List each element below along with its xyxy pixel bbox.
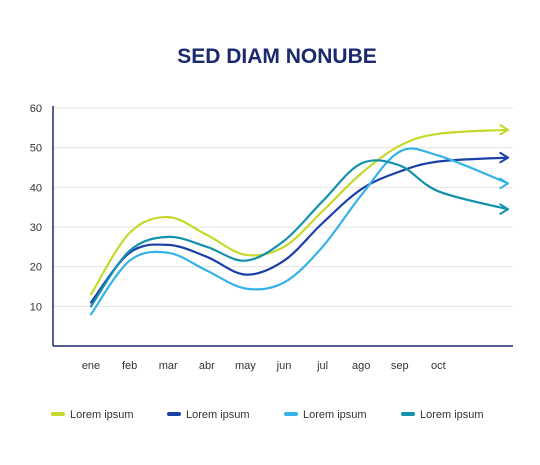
y-tick-label: 40 xyxy=(30,182,42,194)
legend-label: Lorem ipsum xyxy=(303,409,367,421)
legend-label: Lorem ipsum xyxy=(70,409,134,421)
series-2 xyxy=(89,151,510,304)
y-tick-label: 20 xyxy=(30,262,42,274)
arrow-head xyxy=(499,151,509,164)
series-1 xyxy=(89,124,510,296)
x-tick-label: abr xyxy=(199,360,215,372)
legend-label: Lorem ipsum xyxy=(186,409,250,421)
axes xyxy=(52,106,513,347)
y-tick-label: 50 xyxy=(30,143,42,155)
arrow-head xyxy=(499,124,509,136)
y-tick-label: 60 xyxy=(30,103,42,115)
legend-label: Lorem ipsum xyxy=(420,409,484,421)
gridlines xyxy=(53,107,513,307)
series-3 xyxy=(89,147,510,316)
x-tick-label: ago xyxy=(352,360,370,372)
series-lines xyxy=(89,124,510,316)
y-tick-label: 10 xyxy=(30,301,42,313)
series-4 xyxy=(89,159,510,308)
x-tick-label: jul xyxy=(316,360,328,372)
x-tick-label: oct xyxy=(431,360,446,372)
legend-item: Lorem ipsum xyxy=(284,409,367,421)
legend-item: Lorem ipsum xyxy=(51,409,134,421)
series-line xyxy=(89,159,510,308)
arrow-head xyxy=(499,177,509,190)
legend-item: Lorem ipsum xyxy=(401,409,484,421)
series-line xyxy=(89,128,510,296)
y-tick-label: 30 xyxy=(30,222,42,234)
x-tick-label: mar xyxy=(159,360,178,372)
x-tick-label: sep xyxy=(391,360,409,372)
arrow-head xyxy=(499,203,509,215)
legend: Lorem ipsum Lorem ipsum Lorem ipsum Lorem i… xyxy=(51,409,484,421)
series-line xyxy=(89,147,510,316)
x-axis-ticks: ene feb mar abr may jun jul ago sep oct xyxy=(82,360,446,372)
y-axis-ticks: 10 20 30 40 50 60 xyxy=(30,103,42,313)
x-tick-label: jun xyxy=(276,360,292,372)
x-tick-label: ene xyxy=(82,360,100,372)
x-tick-label: may xyxy=(235,360,256,372)
series-line xyxy=(89,156,510,304)
chart-title: SED DIAM NONUBE xyxy=(177,45,377,68)
x-tick-label: feb xyxy=(122,360,137,372)
legend-item: Lorem ipsum xyxy=(167,409,250,421)
